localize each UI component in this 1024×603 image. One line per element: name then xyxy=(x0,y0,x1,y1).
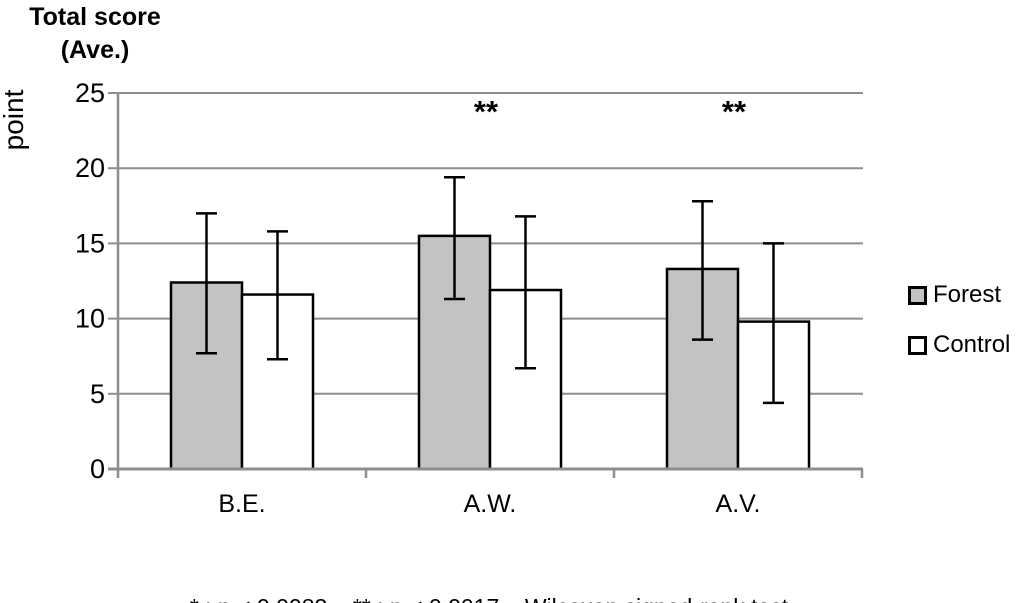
x-category-label-av: A.V. xyxy=(716,490,761,518)
legend-label-control: Control xyxy=(933,331,1011,358)
chart-title: Total score (Ave.) xyxy=(0,1,190,67)
legend-swatch-forest xyxy=(908,285,927,305)
legend-label-forest: Forest xyxy=(933,281,1002,308)
footnote-line1: * : p < 0.0083 ** : p < 0.0017 Wilcoxon … xyxy=(0,595,978,603)
legend-item-forest: Forest xyxy=(908,277,1010,313)
legend-swatch-control xyxy=(908,335,927,355)
y-tick-label: 15 xyxy=(75,228,105,258)
chart-title-line1: Total score xyxy=(29,3,161,31)
y-tick-label: 5 xyxy=(90,379,105,409)
y-tick-label: 10 xyxy=(75,304,105,334)
significance-mark-aw: ** xyxy=(474,94,499,129)
y-tick-label: 25 xyxy=(75,78,105,108)
chart-title-line2: (Ave.) xyxy=(60,36,130,64)
significance-mark-av: ** xyxy=(722,94,747,129)
y-tick-label: 0 xyxy=(90,454,105,484)
legend: Forest Control xyxy=(908,277,1010,377)
y-tick-label: 20 xyxy=(75,153,105,183)
x-category-label-be: B.E. xyxy=(218,490,265,518)
footnote: * : p < 0.0083 ** : p < 0.0017 Wilcoxon … xyxy=(0,547,978,603)
x-category-label-aw: A.W. xyxy=(464,490,517,518)
legend-item-control: Control xyxy=(908,327,1010,363)
